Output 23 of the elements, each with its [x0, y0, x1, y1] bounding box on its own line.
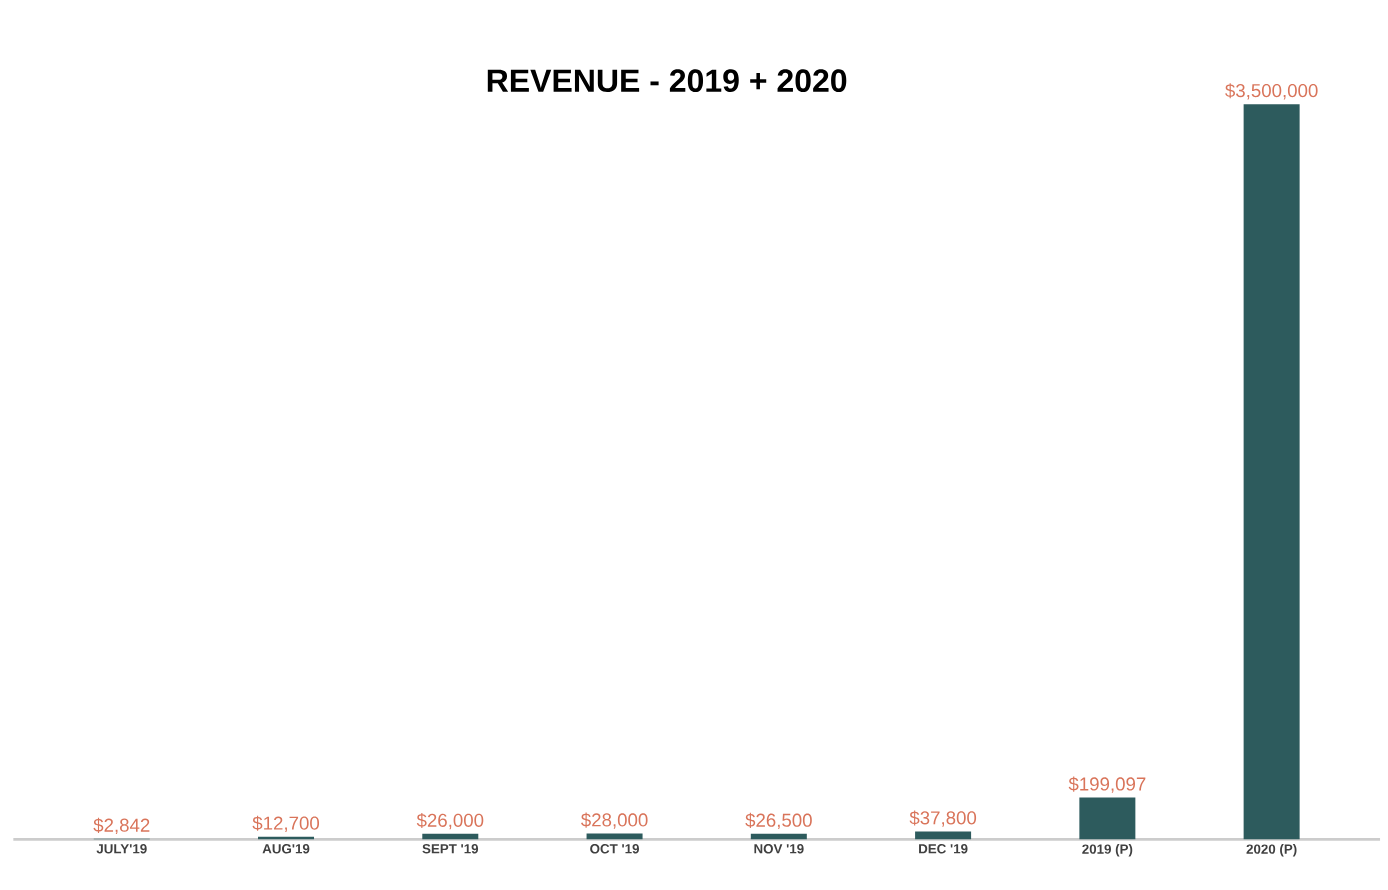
- bar: [422, 833, 479, 840]
- chart-title: REVENUE - 2019 + 2020: [487, 69, 847, 92]
- data-label: $2,842: [93, 817, 150, 835]
- x-tick-label: JULY'19: [96, 844, 147, 854]
- data-label: $37,800: [909, 810, 977, 827]
- x-tick-label: NOV '19: [754, 844, 804, 854]
- bar: [750, 833, 807, 840]
- bar: [915, 831, 972, 840]
- bar: [1079, 797, 1136, 840]
- x-tick-label: AUG'19: [262, 844, 310, 854]
- data-label: $28,000: [581, 812, 648, 829]
- data-label: $199,097: [1068, 776, 1146, 793]
- bar: [1243, 104, 1300, 840]
- x-tick-label: SEPT '19: [422, 844, 479, 854]
- data-label: $26,500: [745, 812, 812, 830]
- data-label: $26,000: [416, 812, 484, 830]
- data-label: $12,700: [252, 815, 320, 832]
- x-tick-label: 2019 (P): [1082, 844, 1133, 857]
- x-tick-label: DEC '19: [919, 844, 968, 854]
- x-tick-label: OCT '19: [590, 844, 639, 854]
- bar: [586, 833, 643, 840]
- x-tick-label: 2020 (P): [1246, 844, 1297, 857]
- data-label: $3,500,000: [1225, 83, 1318, 100]
